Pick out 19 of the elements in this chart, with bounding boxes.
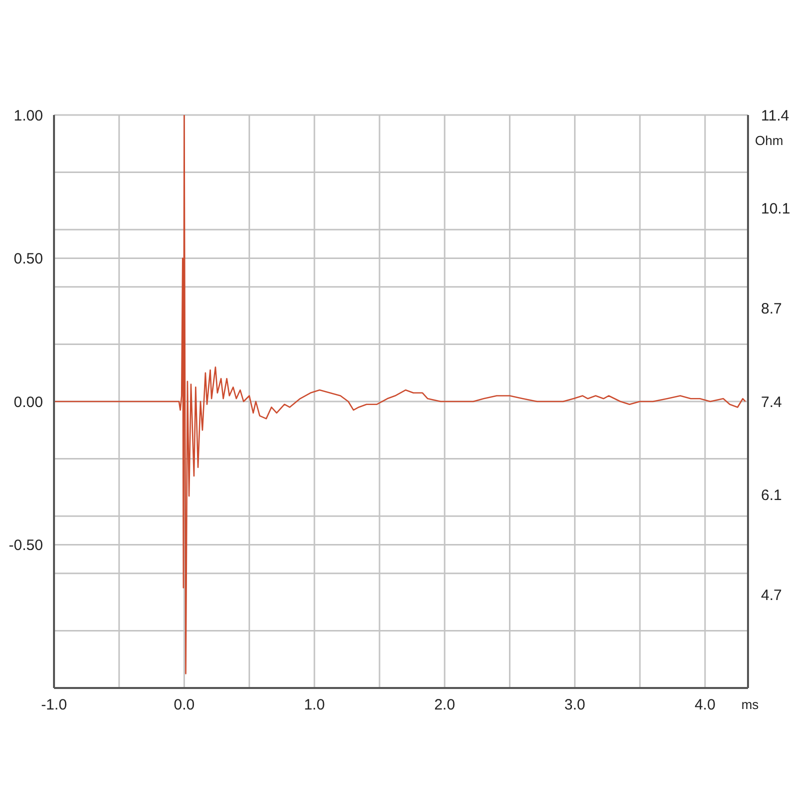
y-tick-label: 1.00: [14, 107, 43, 124]
line-series: [54, 115, 746, 674]
x-tick-label: 0.0: [174, 696, 195, 714]
x-tick-label: 4.0: [694, 696, 716, 714]
y2-tick-label: 8.7: [761, 300, 782, 318]
x-axis-title: ms: [741, 697, 760, 712]
y2-tick-label: 6.1: [761, 486, 782, 504]
y2-tick-label: 4.7: [761, 587, 782, 604]
y-tick-label: 0.50: [14, 250, 43, 268]
x-tick-label: 3.0: [564, 696, 586, 714]
y2-tick-label: 7.4: [761, 394, 782, 411]
y2-tick-label: 10.1: [761, 200, 790, 218]
x-tick-label: 2.0: [434, 696, 456, 714]
x-tick-label: 1.0: [304, 696, 325, 714]
y-tick-label: 0.00: [14, 394, 43, 411]
y2-axis-title: Ohm: [755, 133, 784, 148]
y2-tick-label: 11.4: [761, 107, 790, 124]
y-tick-label: -0.50: [8, 537, 43, 554]
x-tick-label: -1.0: [41, 696, 67, 714]
